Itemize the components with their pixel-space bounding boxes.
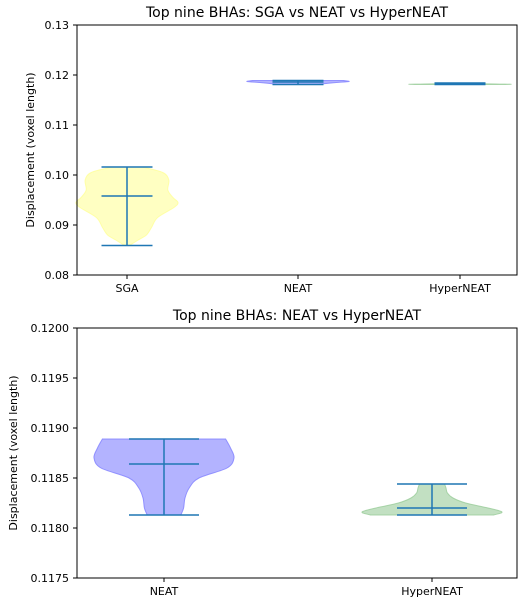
y-tick-label: 0.09	[45, 219, 70, 232]
y-tick-label: 0.13	[45, 19, 70, 32]
plot-frame	[76, 24, 518, 276]
y-tick-label: 0.1200	[31, 322, 70, 335]
x-tick-label: NEAT	[150, 585, 179, 598]
y-axis-ticks: 0.1175 0.1180 0.1185 0.1190 0.1195 0.1200	[31, 322, 77, 585]
y-tick-label: 0.11	[45, 119, 70, 132]
x-tick-label: SGA	[115, 282, 139, 295]
x-tick-label: NEAT	[284, 282, 313, 295]
y-tick-label: 0.1180	[31, 522, 70, 535]
chart-neat-hyperneat: Top nine BHAs: NEAT vs HyperNEAT Displac…	[7, 308, 518, 598]
x-tick-label: HyperNEAT	[429, 282, 491, 295]
y-axis-label: Displacement (voxel length)	[7, 375, 20, 530]
y-tick-label: 0.10	[45, 169, 70, 182]
x-axis-ticks: SGA NEAT HyperNEAT	[115, 275, 491, 295]
x-axis-ticks: NEAT HyperNEAT	[150, 578, 463, 598]
chart-sga-neat-hyperneat: Top nine BHAs: SGA vs NEAT vs HyperNEAT …	[24, 5, 518, 295]
y-axis-ticks: 0.08 0.09 0.10 0.11 0.12 0.13	[45, 19, 77, 282]
violin-group	[75, 79, 512, 247]
y-tick-label: 0.1190	[31, 422, 70, 435]
violin-group	[93, 438, 503, 516]
y-tick-label: 0.1175	[31, 572, 70, 585]
y-axis-label: Displacement (voxel length)	[24, 72, 37, 227]
y-tick-label: 0.1195	[31, 372, 70, 385]
y-tick-label: 0.1185	[31, 472, 70, 485]
plot-frame	[76, 327, 518, 579]
x-tick-label: HyperNEAT	[401, 585, 463, 598]
y-tick-label: 0.08	[45, 269, 70, 282]
y-tick-label: 0.12	[45, 69, 70, 82]
chart-title: Top nine BHAs: SGA vs NEAT vs HyperNEAT	[145, 5, 448, 21]
chart-title: Top nine BHAs: NEAT vs HyperNEAT	[172, 308, 422, 324]
